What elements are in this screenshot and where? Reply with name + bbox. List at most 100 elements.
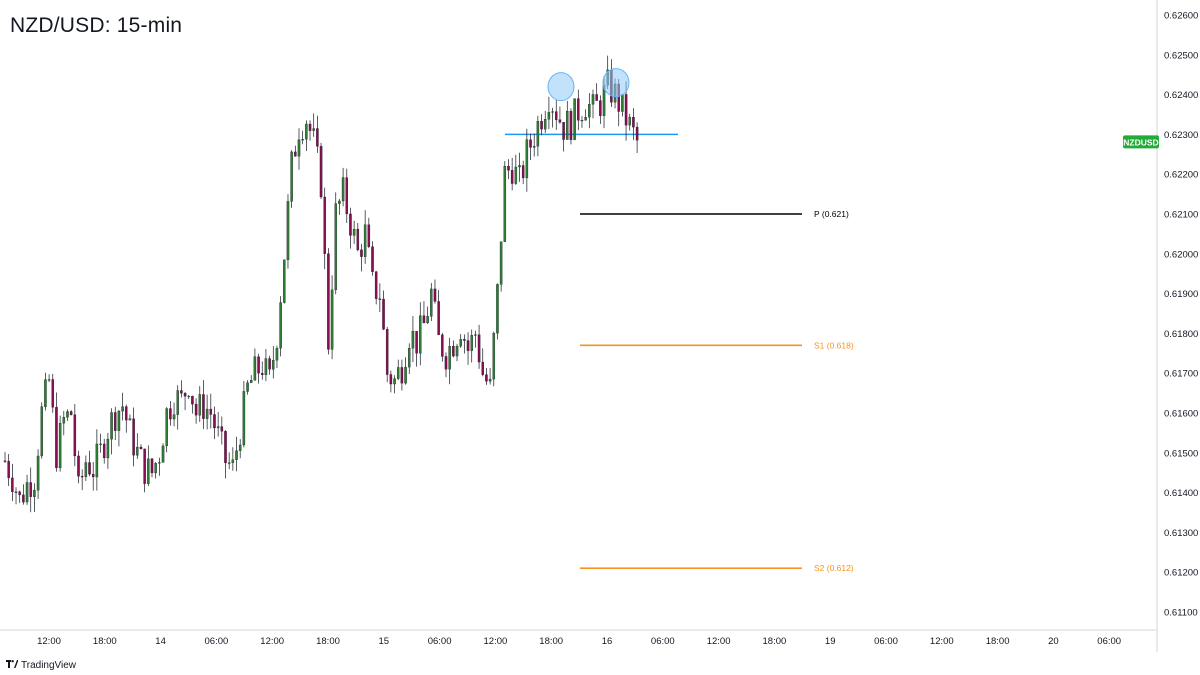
candle-down: [624, 94, 628, 126]
candle-up: [430, 288, 433, 317]
candle-up: [312, 128, 315, 131]
candle-up: [272, 360, 275, 370]
candle-down: [422, 315, 426, 324]
candle-down: [345, 177, 349, 215]
candle-down: [463, 339, 466, 341]
candle-down: [220, 426, 224, 432]
candle-up: [47, 379, 51, 381]
candle-down: [180, 390, 183, 394]
candle-down: [194, 403, 198, 416]
x-tick-label: 20: [1048, 636, 1059, 647]
candle-up: [33, 490, 36, 497]
candle-up: [396, 367, 400, 379]
candle-down: [389, 374, 393, 385]
candle-down: [558, 119, 562, 123]
brand-footer[interactable]: TradingView: [6, 660, 76, 671]
y-axis[interactable]: 0.62600 0.62500 0.62400 0.62300 0.62200 0.621…: [1123, 0, 1198, 652]
candle-down: [114, 412, 117, 431]
symbol-tag: NZDUSD: [1123, 137, 1158, 147]
candle-up: [551, 111, 554, 113]
y-tick-label: 0.61900: [1164, 289, 1198, 300]
candle-up: [411, 331, 415, 349]
candle-down: [360, 249, 363, 257]
x-tick-label: 12:00: [484, 636, 508, 647]
candle-down: [169, 408, 172, 420]
level-label-s1: S1 (0.618): [814, 340, 854, 350]
y-tick-label: 0.61600: [1164, 409, 1198, 420]
candle-up: [584, 117, 587, 121]
candle-up: [242, 391, 246, 446]
x-tick-label: 19: [825, 636, 836, 647]
candle-up: [44, 379, 47, 407]
x-tick-label: 12:00: [37, 636, 61, 647]
candle-up: [136, 446, 139, 456]
candle-up: [499, 241, 503, 285]
candle-up: [95, 443, 99, 478]
candle-down: [69, 411, 73, 415]
candle-up: [279, 302, 282, 349]
candle-down: [3, 460, 7, 462]
candle-up: [147, 458, 150, 484]
candle-up: [249, 380, 253, 383]
candle-up: [474, 334, 477, 336]
level-label-s2: S2 (0.612): [814, 563, 854, 573]
candle-down: [294, 151, 297, 157]
candle-down: [385, 329, 389, 375]
candle-up: [238, 444, 242, 451]
candle-up: [518, 165, 521, 168]
candle-up: [216, 426, 220, 429]
pivot-levels: R1 (0.627)P (0.621)S1 (0.618)S2 (0.612): [505, 133, 854, 573]
candle-down: [73, 414, 77, 457]
candle-down: [477, 334, 481, 363]
candle-down: [529, 139, 532, 148]
candle-up: [66, 411, 69, 418]
candle-up: [205, 408, 209, 419]
x-tick-label: 12:00: [707, 636, 731, 647]
symbol-tag-background: [1123, 135, 1159, 149]
candle-down: [595, 94, 598, 101]
candle-down: [569, 111, 573, 140]
candle-up: [393, 378, 396, 385]
candle-up: [286, 201, 290, 261]
y-tick-label: 0.62200: [1164, 170, 1198, 181]
brand-name: TradingView: [21, 660, 77, 671]
x-tick-label: 16: [602, 636, 613, 647]
candle-up: [154, 463, 157, 474]
candle-down: [356, 229, 360, 251]
candle-down: [382, 298, 385, 330]
candle-up: [341, 177, 345, 202]
candle-up: [275, 348, 279, 361]
candle-down: [268, 358, 271, 370]
candle-up: [459, 339, 462, 347]
level-label-p: P (0.621): [814, 209, 849, 219]
candle-up: [514, 166, 518, 184]
candle-up: [110, 412, 113, 440]
candle-up: [503, 165, 507, 242]
candle-up: [426, 316, 429, 324]
candle-up: [297, 139, 301, 157]
candle-down: [308, 123, 312, 131]
candle-down: [91, 474, 95, 478]
candle-down: [22, 494, 25, 503]
chart-title: NZD/USD: 15-min: [10, 14, 183, 37]
candle-down: [349, 213, 352, 236]
y-tick-label: 0.62100: [1164, 210, 1198, 221]
candle-down: [224, 431, 227, 464]
candle-down: [452, 346, 455, 357]
candle-up: [40, 406, 44, 457]
candle-up: [161, 445, 165, 463]
candle-up: [25, 482, 29, 503]
candle-down: [371, 246, 374, 272]
candle-up: [496, 284, 499, 334]
candle-down: [55, 407, 58, 469]
candle-down: [437, 301, 440, 336]
x-axis[interactable]: 12:00 18:00 14 06:00 12:00 18:00 15 06:00 12:00 1…: [0, 629, 1157, 647]
candle-up: [158, 462, 161, 464]
candle-down: [635, 126, 639, 141]
candle-up: [84, 462, 88, 477]
candle-up: [121, 406, 124, 412]
candle-up: [580, 120, 584, 122]
candle-down: [191, 395, 194, 405]
candle-up: [253, 356, 257, 381]
